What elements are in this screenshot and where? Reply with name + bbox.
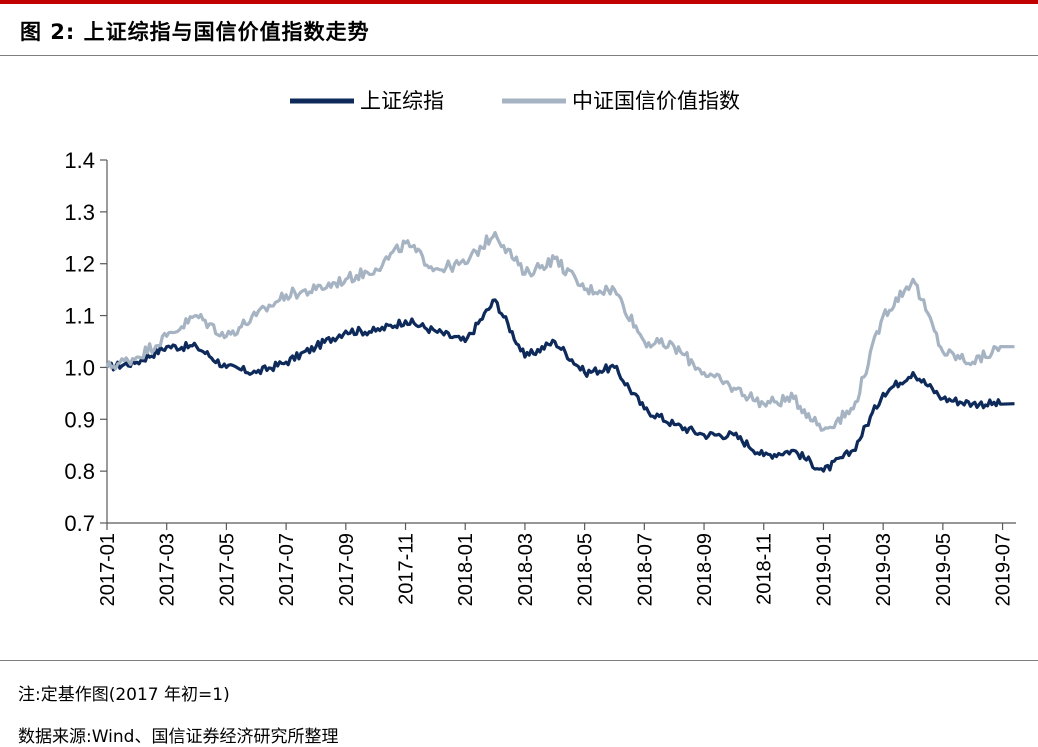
x-tick-label: 2018-11 [754, 533, 776, 605]
x-axis: 2017-01 2017-03 2017-05 2017-07 2017-09 2017-… [97, 522, 1016, 606]
y-tick-label: 1.1 [64, 304, 95, 329]
series-line-guoxin-value [105, 231, 1015, 432]
y-tick-label: 0.9 [64, 407, 95, 432]
series-line-shanghai-composite [105, 298, 1015, 473]
figure-title: 图 2: 上证综指与国信价值指数走势 [20, 20, 370, 44]
x-tick-label: 2019-07 [993, 533, 1015, 606]
header-divider [0, 55, 1038, 56]
x-tick-label: 2019-05 [933, 533, 955, 606]
y-tick-label: 1.0 [64, 355, 95, 380]
chart-note: 注:定基作图(2017 年初=1) [18, 685, 230, 705]
legend-label: 中证国信价值指数 [572, 89, 740, 113]
top-accent-bar [0, 0, 1038, 4]
figure-header: 图 2: 上证综指与国信价值指数走势 [0, 0, 1038, 56]
x-tick-label: 2017-01 [97, 533, 119, 606]
line-chart: 上证综指 中证国信价值指数 0.7 0.8 0.9 1.0 1.1 1.2 1.3 1.4 20… [64, 89, 1016, 606]
y-tick-label: 1.2 [64, 252, 95, 277]
y-tick-label: 0.8 [64, 459, 95, 484]
legend-label: 上证综指 [360, 89, 444, 113]
y-tick-label: 0.7 [64, 511, 95, 536]
x-tick-label: 2019-01 [813, 533, 835, 606]
x-tick-label: 2017-09 [336, 533, 358, 606]
y-tick-label: 1.3 [64, 200, 95, 225]
legend: 上证综指 中证国信价值指数 [290, 89, 740, 113]
x-tick-label: 2018-03 [515, 533, 537, 606]
x-tick-label: 2018-07 [634, 533, 656, 606]
x-tick-label: 2018-09 [694, 533, 716, 606]
data-source: 数据来源:Wind、国信证券经济研究所整理 [18, 727, 339, 747]
footer-divider [0, 660, 1038, 661]
x-tick-label: 2017-11 [396, 533, 418, 605]
x-tick-label: 2017-05 [216, 533, 238, 606]
x-tick-label: 2017-07 [276, 533, 298, 606]
x-tick-label: 2019-03 [873, 533, 895, 606]
chart-area: 上证综指 中证国信价值指数 0.7 0.8 0.9 1.0 1.1 1.2 1.3 1.4 20… [0, 60, 1038, 655]
x-tick-label: 2018-01 [455, 533, 477, 606]
y-tick-label: 1.4 [64, 148, 95, 173]
x-tick-label: 2018-05 [575, 533, 597, 606]
y-axis: 0.7 0.8 0.9 1.0 1.1 1.2 1.3 1.4 [64, 148, 108, 536]
plot-area [105, 231, 1015, 473]
x-tick-label: 2017-03 [157, 533, 179, 606]
